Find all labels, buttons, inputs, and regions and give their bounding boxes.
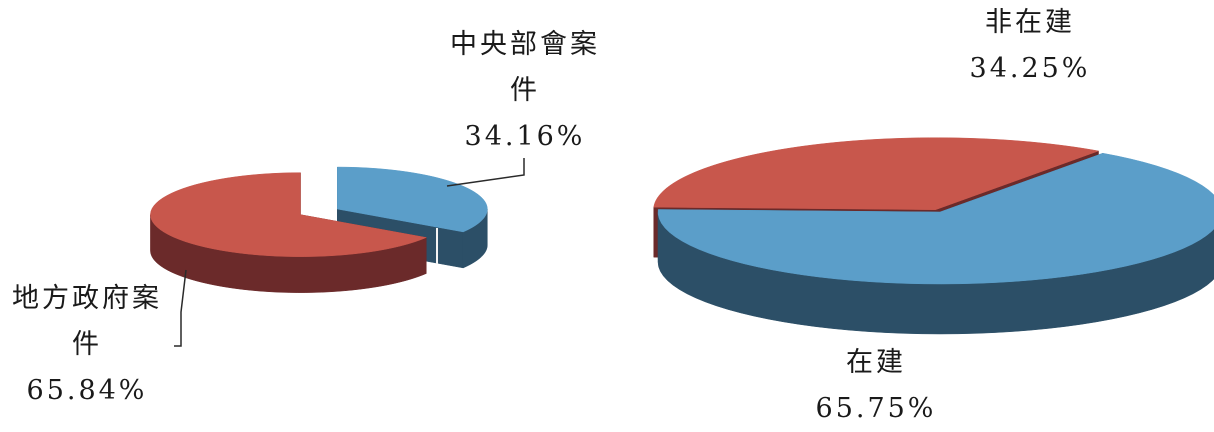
leader-line-central — [446, 158, 525, 187]
pie-chart-1 — [653, 137, 1214, 335]
label-central-line2: 件 — [510, 75, 540, 106]
label-not-built-value: 34.25% — [969, 53, 1091, 84]
pie-charts-svg — [150, 137, 1214, 347]
slice-top-face — [657, 152, 1214, 285]
slice-top-face — [337, 166, 488, 233]
chart-stage: 中央部會案 件 34.16% 地方政府案 件 65.84% 非在建 34.25%… — [2, 0, 1214, 424]
label-built-line1: 在建 — [846, 347, 906, 378]
label-not-built-line1: 非在建 — [985, 7, 1075, 38]
pie-slice-0-1 — [150, 172, 428, 293]
label-central-line1: 中央部會案 — [450, 29, 600, 60]
slice-top-face — [653, 137, 1100, 210]
leader-line-local — [174, 269, 187, 347]
label-not-under-construction: 非在建 34.25% — [950, 0, 1110, 92]
label-local-line1: 地方政府案 — [12, 283, 162, 314]
label-central-ministry: 中央部會案 件 34.16% — [440, 22, 610, 160]
slice-top-face — [150, 172, 428, 257]
label-central-value: 34.16% — [464, 121, 586, 152]
label-under-construction: 在建 65.75% — [796, 340, 956, 432]
label-built-value: 65.75% — [815, 393, 937, 424]
label-local-government: 地方政府案 件 65.84% — [2, 276, 172, 414]
label-local-line2: 件 — [72, 329, 102, 360]
pie-slice-1-1 — [657, 152, 1214, 335]
label-local-value: 65.84% — [26, 375, 148, 406]
pie-chart-0 — [150, 166, 488, 293]
